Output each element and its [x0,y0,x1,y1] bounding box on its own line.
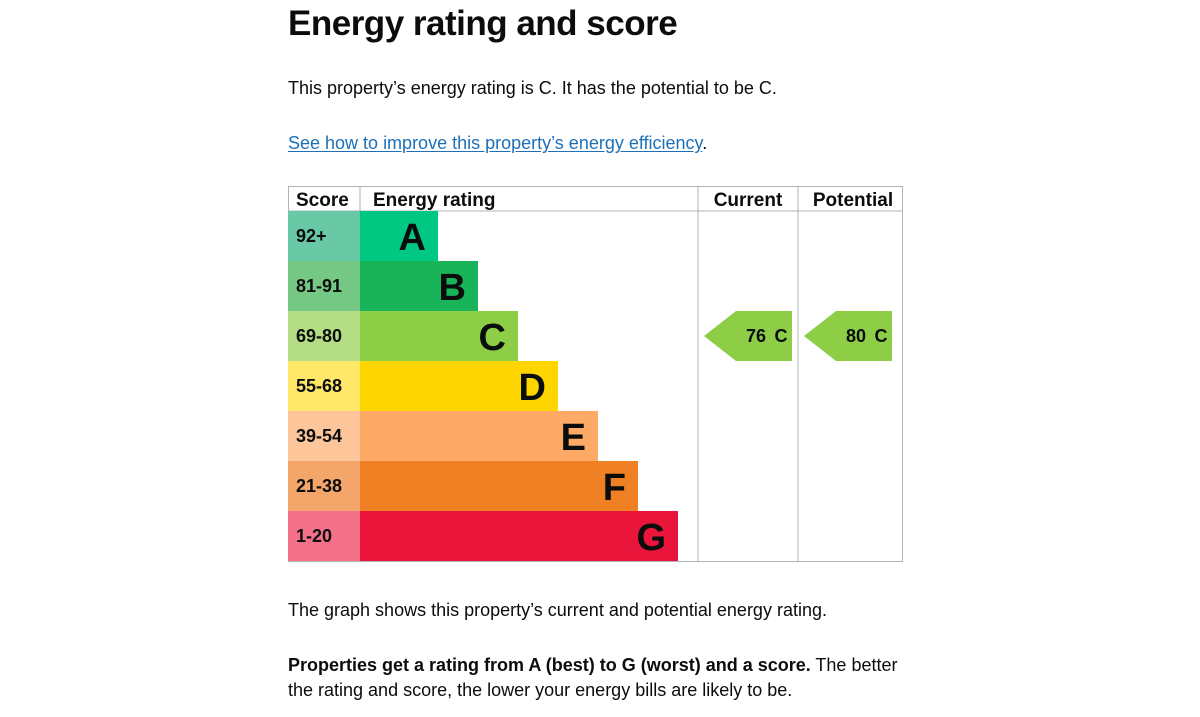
page-title: Energy rating and score [288,4,678,43]
current-rating-arrow [704,311,792,361]
band-b-score-cell [288,261,360,311]
band-a-bar [360,211,438,261]
band-b-bar [360,261,478,311]
band-c-score: 69-80 [296,326,342,346]
band-g-score-cell [288,511,360,561]
band-d-letter: D [519,367,546,409]
graph-description: The graph shows this property’s current … [288,600,827,620]
band-d-score: 55-68 [296,376,342,396]
band-a-letter: A [399,217,426,259]
band-g-letter: G [636,517,666,559]
rating-bands: 92+ A 81-91 B 69-80 C 55-68 D 39-54 E 21-38 F 1-20 G [288,211,678,561]
band-e-bar [360,411,598,461]
band-f-score: 21-38 [296,476,342,496]
rating-summary: This property’s energy rating is C. It h… [288,78,777,98]
score-column-header: Score [296,190,349,211]
link-suffix: . [702,133,708,153]
band-b-letter: B [439,267,466,309]
band-b-score: 81-91 [296,276,342,296]
current-rating-value: 76 [746,326,766,346]
band-e-score-cell [288,411,360,461]
rating-legend-rest: The better the rating and score, the low… [288,655,898,700]
rating-arrows: 76 C 80 C [704,311,892,361]
potential-rating-arrow [804,311,892,361]
energy-rating-graph: Score Energy rating Current Potential 92… [288,186,903,562]
band-g-score: 1-20 [296,526,332,546]
energy-rating-column-header: Energy rating [373,190,495,211]
improve-link-paragraph: See how to improve this property’s energ… [288,131,707,156]
potential-rating-value: 80 [846,326,866,346]
band-g-bar [360,511,678,561]
current-column-header: Current [714,190,783,211]
band-f-bar [360,461,638,511]
band-a-score: 92+ [296,226,327,246]
band-d-bar [360,361,558,411]
current-rating-letter: C [775,326,788,346]
band-c-letter: C [479,317,506,359]
band-e-score: 39-54 [296,426,342,446]
rating-legend-note: Properties get a rating from A (best) to… [288,653,908,703]
band-f-score-cell [288,461,360,511]
band-f-letter: F [603,467,626,509]
potential-column-header: Potential [813,190,893,211]
band-c-score-cell [288,311,360,361]
improve-efficiency-link[interactable]: See how to improve this property’s energ… [288,133,703,153]
band-c-bar [360,311,518,361]
band-a-score-cell [288,211,360,261]
band-d-score-cell [288,361,360,411]
potential-rating-letter: C [875,326,888,346]
band-e-letter: E [561,417,586,459]
rating-legend-bold: Properties get a rating from A (best) to… [288,655,811,675]
